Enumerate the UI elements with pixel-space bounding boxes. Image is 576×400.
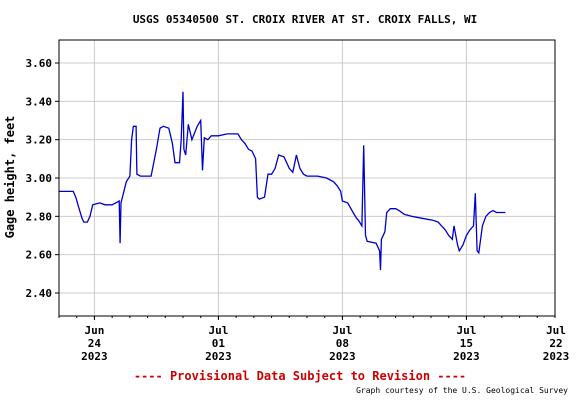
y-tick-label: 2.40 <box>26 287 53 300</box>
chart-title: USGS 05340500 ST. CROIX RIVER AT ST. CRO… <box>133 13 477 26</box>
x-tick-label: 2023 <box>329 350 356 363</box>
gage-height-series-line <box>59 91 506 271</box>
x-tick-label: 01 <box>212 337 226 350</box>
y-tick-label: 3.20 <box>26 134 53 147</box>
y-tick-label: 2.80 <box>26 210 53 223</box>
y-tick-label: 3.00 <box>26 172 53 185</box>
x-tick-label: Jul <box>332 324 352 337</box>
x-tick-label: 24 <box>88 337 102 350</box>
x-tick-label: 08 <box>336 337 349 350</box>
x-tick-label: 2023 <box>543 350 570 363</box>
y-axis-ticks: 2.40 2.60 2.80 3.00 3.20 3.40 3.60 <box>26 57 59 300</box>
usgs-credit: Graph courtesy of the U.S. Geological Su… <box>356 386 568 395</box>
provisional-notice: ---- Provisional Data Subject to Revisio… <box>134 369 466 383</box>
x-tick-label: Jul <box>208 324 228 337</box>
x-tick-label: 2023 <box>81 350 108 363</box>
x-tick-label: 22 <box>549 337 562 350</box>
x-axis-ticks: Jun242023Jul012023Jul082023Jul152023Jul2… <box>58 316 570 363</box>
y-tick-label: 3.40 <box>26 95 53 108</box>
y-tick-label: 3.60 <box>26 57 53 70</box>
series-layer <box>59 91 506 271</box>
x-tick-label: 2023 <box>453 350 480 363</box>
x-tick-label: 15 <box>460 337 473 350</box>
y-axis-label: Gage height, feet <box>3 116 17 239</box>
x-tick-label: Jun <box>84 324 104 337</box>
x-tick-label: 2023 <box>205 350 232 363</box>
x-tick-label: Jul <box>456 324 476 337</box>
y-tick-label: 2.60 <box>26 249 53 262</box>
grid-lines <box>59 40 555 316</box>
x-tick-label: Jul <box>546 324 566 337</box>
